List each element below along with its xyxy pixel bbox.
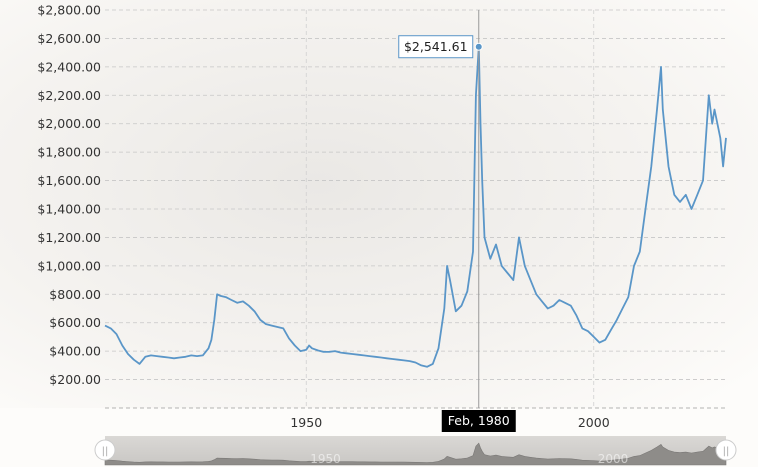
y-tick-label: $1,000.00 bbox=[37, 258, 101, 273]
navigator-right-handle-grip: || bbox=[723, 446, 730, 457]
navigator-left-handle-grip: || bbox=[102, 446, 109, 457]
y-tick-label: $2,200.00 bbox=[37, 88, 101, 103]
y-tick-label: $2,400.00 bbox=[37, 59, 101, 74]
tooltip-box bbox=[398, 35, 474, 59]
x-tick-label: 2000 bbox=[578, 415, 610, 430]
navigator-right-handle[interactable] bbox=[715, 439, 737, 461]
price-line bbox=[104, 45, 727, 368]
y-tick-label: $200.00 bbox=[49, 372, 101, 387]
y-tick-label: $800.00 bbox=[49, 287, 101, 302]
y-tick-label: $2,800.00 bbox=[37, 3, 101, 18]
y-tick-label: $2,000.00 bbox=[37, 116, 101, 131]
y-tick-label: $1,800.00 bbox=[37, 145, 101, 160]
tooltip-value: $2,541.61 bbox=[404, 39, 468, 54]
y-tick-label: $400.00 bbox=[49, 344, 101, 359]
y-tick-label: $1,400.00 bbox=[37, 202, 101, 217]
navigator-tick-label: 2000 bbox=[598, 452, 629, 466]
x-tick-label: 1950 bbox=[290, 415, 322, 430]
hover-marker bbox=[474, 42, 483, 51]
plot-background bbox=[0, 0, 758, 408]
navigator-tick-label: 1950 bbox=[310, 452, 341, 466]
y-tick-label: $600.00 bbox=[49, 315, 101, 330]
navigator-series bbox=[104, 442, 727, 466]
x-hover-badge bbox=[441, 410, 516, 432]
y-tick-label: $1,200.00 bbox=[37, 230, 101, 245]
x-hover-badge-label: Feb, 1980 bbox=[448, 413, 510, 428]
navigator-left-handle[interactable] bbox=[94, 439, 116, 461]
y-tick-label: $1,600.00 bbox=[37, 173, 101, 188]
y-tick-label: $2,600.00 bbox=[37, 31, 101, 46]
